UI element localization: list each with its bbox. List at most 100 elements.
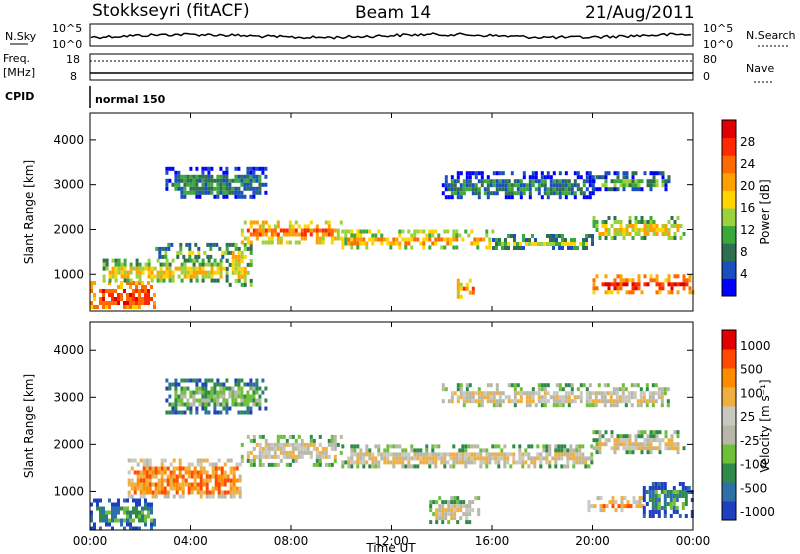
heatmap-cell xyxy=(567,191,571,196)
heatmap-cell xyxy=(264,228,268,233)
heatmap-cell xyxy=(183,378,187,383)
heatmap-cell xyxy=(413,233,417,238)
heatmap-cell xyxy=(174,390,178,395)
heatmap-cell xyxy=(667,278,671,283)
heatmap-cell xyxy=(344,241,348,246)
heatmap-cell xyxy=(258,454,262,459)
heatmap-cell xyxy=(534,171,538,176)
heatmap-cell xyxy=(503,444,507,449)
heatmap-cell xyxy=(458,233,462,238)
heatmap-cell xyxy=(199,462,203,467)
heatmap-cell xyxy=(205,478,209,483)
heatmap-cell xyxy=(344,237,348,242)
heatmap-cell xyxy=(407,456,411,461)
heatmap-cell xyxy=(279,228,283,233)
heatmap-cell xyxy=(661,228,665,232)
heatmap-cell xyxy=(330,232,334,237)
heatmap-cell xyxy=(111,270,115,275)
colorbar-tick-label: 100 xyxy=(740,386,763,400)
heatmap-cell xyxy=(610,187,614,192)
heatmap-cell xyxy=(93,522,96,527)
heatmap-cell xyxy=(102,293,105,297)
heatmap-cell xyxy=(561,395,565,400)
heatmap-cell xyxy=(468,395,472,400)
heatmap-cell xyxy=(273,454,277,459)
heatmap-cell xyxy=(555,183,559,188)
heatmap-cell xyxy=(204,386,208,391)
heatmap-cell xyxy=(243,174,247,179)
heatmap-cell xyxy=(389,460,393,465)
heatmap-cell xyxy=(141,281,144,285)
heatmap-cell xyxy=(150,522,153,527)
heatmap-cell xyxy=(495,387,499,392)
heatmap-cell xyxy=(657,486,661,490)
heatmap-cell xyxy=(141,301,144,305)
heatmap-cell xyxy=(435,520,439,525)
heatmap-cell xyxy=(276,446,280,451)
heatmap-cell xyxy=(168,270,172,275)
heatmap-cell xyxy=(555,179,559,184)
heatmap-cell xyxy=(588,195,592,200)
heatmap-cell xyxy=(663,387,667,392)
heatmap-cell xyxy=(160,458,164,463)
heatmap-cell xyxy=(177,182,181,187)
heatmap-cell xyxy=(604,179,608,184)
heatmap-cell xyxy=(192,262,196,267)
heatmap-cell xyxy=(238,494,242,499)
heatmap-cell xyxy=(150,510,153,515)
heatmap-cell xyxy=(279,450,283,455)
heatmap-cell xyxy=(153,293,156,297)
freq-panel: 18 8 80 0 Freq. [MHz] Nave xyxy=(3,52,774,83)
heatmap-cell xyxy=(404,245,408,250)
heatmap-cell xyxy=(560,464,564,469)
colorbar-tick-label: 1000 xyxy=(740,339,771,353)
heatmap-cell xyxy=(213,194,217,199)
heatmap-cell xyxy=(207,262,211,267)
heatmap-cell xyxy=(240,190,244,195)
heatmap-cell xyxy=(552,242,555,246)
heatmap-cell xyxy=(111,258,115,263)
heatmap-cell xyxy=(383,452,387,457)
heatmap-cell xyxy=(455,237,459,242)
heatmap-cell xyxy=(678,514,682,518)
heatmap-cell xyxy=(300,450,304,455)
heatmap-cell xyxy=(504,242,507,246)
heatmap-cell xyxy=(465,508,469,513)
heatmap-cell xyxy=(261,240,265,245)
heatmap-cell xyxy=(243,246,247,251)
heatmap-cell xyxy=(243,394,247,399)
heatmap-cell xyxy=(655,171,659,176)
colorbar-segment xyxy=(722,172,736,191)
heatmap-cell xyxy=(172,478,176,483)
heatmap-cell xyxy=(634,171,638,176)
heatmap-cell xyxy=(658,446,662,451)
heatmap-cell xyxy=(461,444,465,449)
heatmap-cell xyxy=(204,390,208,395)
heatmap-cell xyxy=(223,462,227,467)
heatmap-cell xyxy=(488,452,492,457)
heatmap-cell xyxy=(309,232,313,237)
heatmap-cell xyxy=(174,178,178,183)
heatmap-cell xyxy=(464,464,468,469)
heatmap-cell xyxy=(533,464,537,469)
heatmap-cell xyxy=(681,486,685,490)
heatmap-cell xyxy=(639,403,643,408)
heatmap-cell xyxy=(633,395,637,400)
heatmap-cell xyxy=(321,454,325,459)
heatmap-cell xyxy=(303,446,307,451)
heatmap-cell xyxy=(540,183,544,188)
heatmap-cell xyxy=(371,241,375,246)
heatmap-cell xyxy=(625,171,629,176)
heatmap-cell xyxy=(636,383,640,388)
heatmap-cell xyxy=(480,175,484,180)
heatmap-cell xyxy=(163,494,167,499)
heatmap-cell xyxy=(425,452,429,457)
heatmap-cell xyxy=(401,460,405,465)
heatmap-cell xyxy=(207,394,211,399)
heatmap-cell xyxy=(166,482,170,487)
heatmap-cell xyxy=(651,482,655,486)
heatmap-cell xyxy=(166,474,170,479)
heatmap-cell xyxy=(552,391,556,396)
heatmap-cell xyxy=(153,522,156,527)
heatmap-cell xyxy=(237,386,241,391)
